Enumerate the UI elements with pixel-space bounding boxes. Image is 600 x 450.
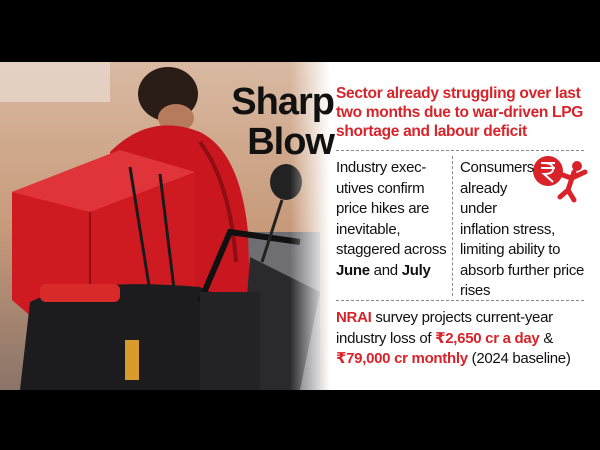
footer-text: NRAI survey projects current-year indust…: [336, 308, 598, 370]
text-bold: June: [336, 261, 370, 279]
headline-subtitle: Sector already struggling over last two …: [336, 85, 584, 140]
column-text: Industry exec­utives confirm price hikes…: [336, 158, 448, 281]
infographic: Sharp Blow Sector already struggling ove…: [0, 62, 600, 390]
rupee-icon: [533, 156, 588, 203]
text: Consumers already under inflation stress…: [460, 159, 585, 299]
divider: [336, 300, 584, 301]
text-bold: July: [401, 261, 431, 279]
text-highlight: ₹2,650 cr a day: [435, 329, 540, 347]
text-highlight: NRAI: [336, 309, 372, 326]
text: and: [369, 261, 402, 279]
divider: [336, 150, 584, 151]
column-text: Consumers already under inflation stress…: [460, 158, 590, 302]
text: (2024 baseline): [467, 350, 571, 367]
text-highlight: ₹79,000 cr monthly: [336, 350, 468, 367]
text: Industry exec­utives confirm price hikes…: [336, 159, 447, 258]
text: survey projects current-year industry lo…: [336, 309, 553, 347]
photo: [0, 62, 600, 390]
headline-title: Sharp Blow: [231, 81, 335, 163]
float-spacer: [538, 158, 590, 218]
text: &: [539, 329, 554, 347]
divider: [452, 156, 453, 296]
